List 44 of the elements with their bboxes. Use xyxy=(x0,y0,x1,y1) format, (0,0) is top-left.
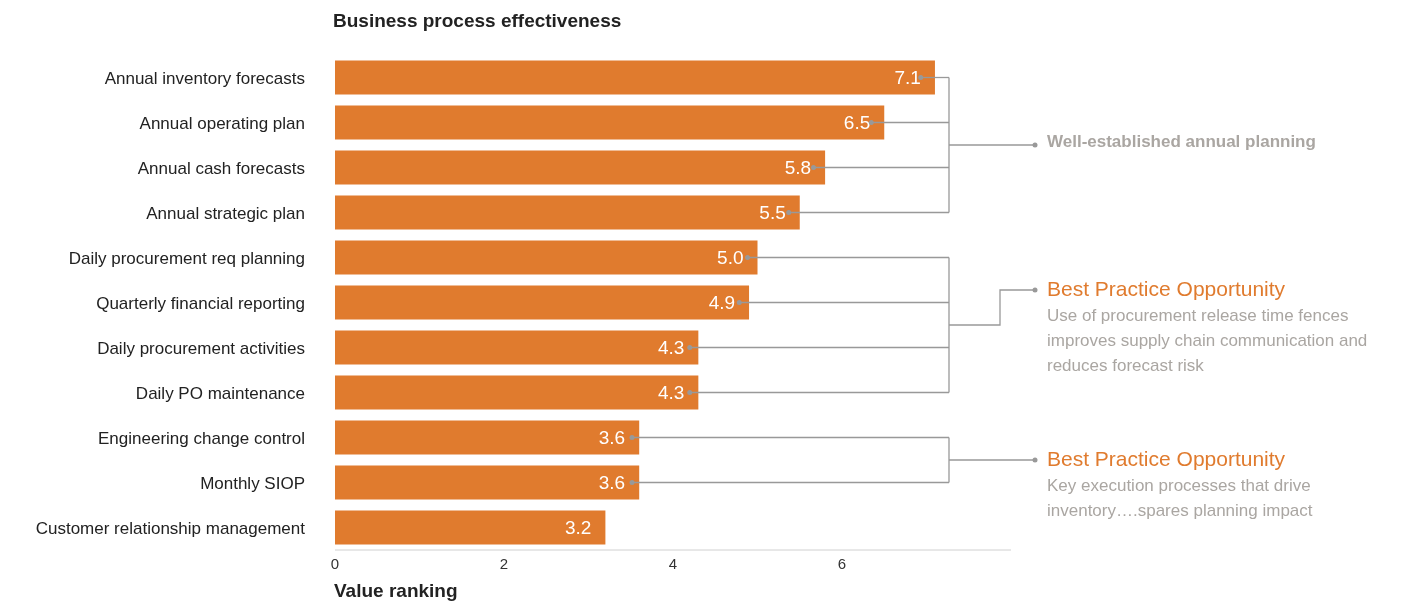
bar xyxy=(335,195,800,230)
y-tick-label: Daily procurement req planning xyxy=(68,248,305,268)
data-label: 3.2 xyxy=(564,517,592,539)
text: Key execution processes that drive inventory….spares planning impact xyxy=(1047,475,1314,522)
x-tick-label: 6 xyxy=(837,554,847,572)
bar xyxy=(335,330,699,365)
y-tick-label: Annual strategic plan xyxy=(146,203,305,223)
bar xyxy=(335,60,935,95)
data-label: 3.6 xyxy=(598,427,626,449)
data-label: 6.5 xyxy=(843,112,871,134)
data-label: 5.5 xyxy=(759,202,786,224)
data-label: 3.6 xyxy=(598,472,626,494)
bar xyxy=(335,420,640,455)
y-tick-label: Annual operating plan xyxy=(139,113,305,133)
bar xyxy=(335,375,699,410)
text: Best Practice Opportunity xyxy=(1047,447,1287,471)
chart-title: Business process effectiveness xyxy=(333,10,622,32)
x-tick-label: 0 xyxy=(330,554,340,572)
text: Best Practice Opportunity xyxy=(1047,277,1287,301)
x-tick-label: 2 xyxy=(499,554,509,572)
data-label: 4.3 xyxy=(657,382,685,404)
data-label: 5.8 xyxy=(784,157,812,179)
text: Well-established annual planning xyxy=(1047,132,1316,152)
data-label: 4.9 xyxy=(708,292,736,314)
data-label: 4.3 xyxy=(657,337,685,359)
bar xyxy=(335,150,826,185)
data-label: 5.0 xyxy=(717,247,744,269)
y-tick-label: Annual inventory forecasts xyxy=(104,68,305,88)
bar xyxy=(335,105,885,140)
y-tick-label: Engineering change control xyxy=(98,428,305,448)
bar xyxy=(335,510,606,545)
bar xyxy=(335,465,640,500)
y-tick-label: Monthly SIOP xyxy=(200,473,305,493)
y-tick-label: Quarterly financial reporting xyxy=(96,293,305,313)
data-label: 7.1 xyxy=(894,67,921,89)
bar xyxy=(335,240,758,275)
y-tick-label: Daily procurement activities xyxy=(97,338,305,358)
y-tick-label: Daily PO maintenance xyxy=(135,383,305,403)
x-tick-label: 4 xyxy=(668,554,678,572)
bar xyxy=(335,285,750,320)
x-axis-title: Value ranking xyxy=(334,580,458,602)
y-tick-label: Annual cash forecasts xyxy=(137,158,305,178)
y-tick-label: Customer relationship management xyxy=(35,518,306,538)
text: Use of procurement release time fences improves supply chain communication and reduces forecast risk xyxy=(1047,305,1369,377)
